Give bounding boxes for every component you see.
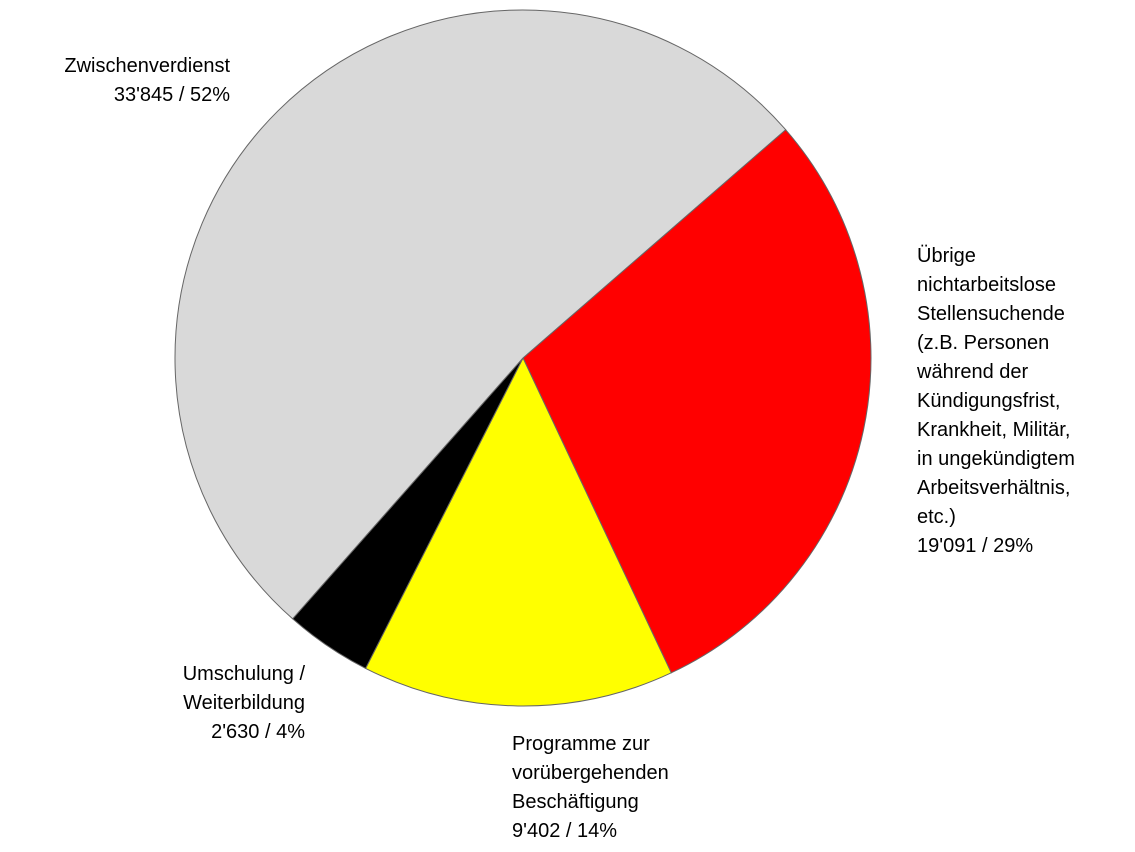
- pie-slice: [364, 356, 672, 707]
- slice-label: Übrige nichtarbeitslose Stellensuchende (z.…: [916, 245, 1075, 528]
- slice-label: Umschulung / Weiterbildung: [183, 663, 306, 714]
- value-label: 2'630 / 4%: [211, 721, 305, 743]
- value-label: 19'091 / 29%: [917, 535, 1033, 557]
- slice-label: Programme zur vorübergehenden Beschäftigun…: [512, 733, 669, 813]
- pie-slice: [174, 9, 787, 620]
- value-label: 9'402 / 14%: [512, 820, 617, 842]
- slice-label: Zwischenverdienst: [64, 55, 230, 77]
- pie-slice: [522, 128, 872, 674]
- value-label: 33'845 / 52%: [114, 84, 230, 106]
